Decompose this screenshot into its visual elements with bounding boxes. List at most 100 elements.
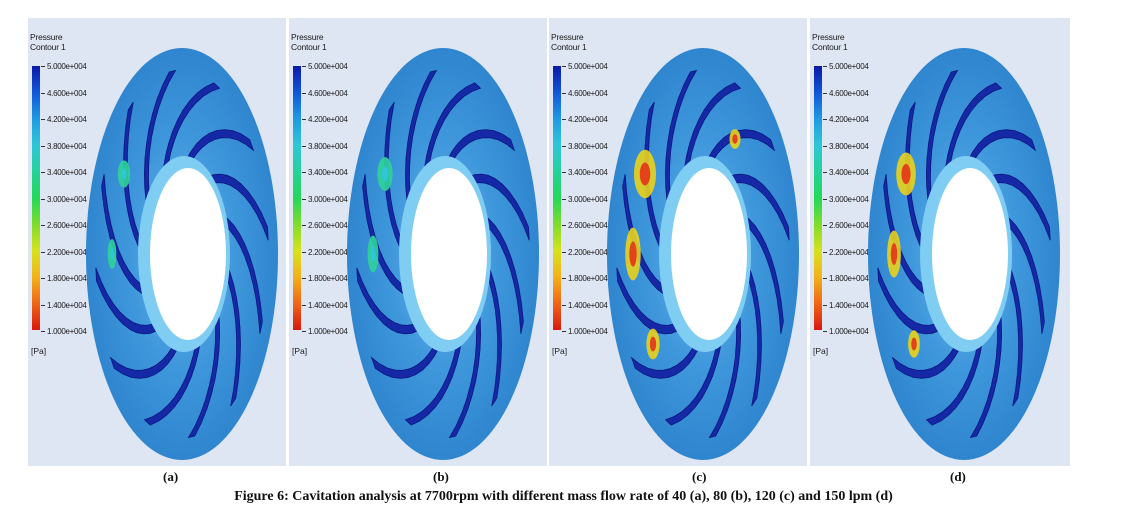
cavitation-spot-core — [732, 134, 738, 144]
legend-title-line2: Contour 1 — [30, 42, 66, 52]
contour-panel-b: Pressure Contour 1 5.000e+004 4.600e+004 4.2… — [289, 18, 547, 466]
impeller-eye — [671, 168, 747, 340]
contour-panel-d: Pressure Contour 1 5.000e+004 4.600e+004 4.2… — [810, 18, 1070, 466]
legend-title-line1: Pressure — [551, 32, 584, 42]
colorbar-tick-label: 2.600e+004 — [562, 221, 608, 230]
colorbar-tick-label: 2.600e+004 — [41, 221, 87, 230]
impeller-blade — [481, 252, 502, 407]
impeller-eye — [411, 168, 487, 340]
cavitation-regions — [625, 129, 741, 360]
impeller-contour — [347, 48, 539, 460]
cavitation-regions — [887, 152, 920, 358]
colorbar-tick-label: 2.600e+004 — [823, 221, 869, 230]
colorbar-tick-label: 2.600e+004 — [302, 221, 348, 230]
colorbar-tick-label: 2.200e+004 — [302, 248, 348, 257]
impeller-blade — [143, 325, 203, 426]
colorbar-unit: [Pa] — [552, 346, 568, 356]
legend-title: Pressure Contour 1 — [812, 32, 848, 52]
impeller-blade — [422, 82, 482, 183]
pressure-colorbar — [293, 66, 301, 330]
colorbar-tick-label: 1.800e+004 — [823, 274, 869, 283]
legend-title: Pressure Contour 1 — [30, 32, 66, 52]
colorbar-tick-label: 5.000e+004 — [302, 62, 348, 71]
colorbar-tick-label: 1.800e+004 — [302, 274, 348, 283]
colorbar-tick-label: 4.200e+004 — [302, 115, 348, 124]
impeller-blade — [109, 336, 183, 379]
pressure-colorbar — [814, 66, 822, 330]
contour-panel-a: Pressure Contour 1 5.000e+004 4.600e+004 4.2… — [28, 18, 286, 466]
cavitation-spot-core — [890, 243, 898, 265]
contour-panel-c: Pressure Contour 1 5.000e+004 4.600e+004 4.2… — [549, 18, 807, 466]
colorbar-tick-label: 5.000e+004 — [823, 62, 869, 71]
colorbar-tick-label: 3.000e+004 — [41, 195, 87, 204]
colorbar-tick-label: 4.200e+004 — [41, 115, 87, 124]
cavitation-spot-core — [901, 163, 911, 185]
colorbar-tick-label: 5.000e+004 — [41, 62, 87, 71]
legend-title: Pressure Contour 1 — [291, 32, 327, 52]
colorbar-tick-label: 4.200e+004 — [562, 115, 608, 124]
impeller-contour — [868, 48, 1060, 460]
legend-title-line1: Pressure — [30, 32, 63, 42]
colorbar-tick-label: 3.800e+004 — [562, 142, 608, 151]
cavitation-spot-core — [911, 337, 917, 351]
colorbar-tick-label: 2.200e+004 — [562, 248, 608, 257]
colorbar-ticks: 5.000e+004 4.600e+004 4.200e+004 3.800e+004… — [562, 62, 608, 336]
colorbar-tick-label: 4.200e+004 — [823, 115, 869, 124]
impeller-eye — [932, 168, 1008, 340]
colorbar-tick-label: 4.600e+004 — [41, 89, 87, 98]
colorbar-ticks: 5.000e+004 4.600e+004 4.200e+004 3.800e+004… — [41, 62, 87, 336]
colorbar-tick-label: 2.200e+004 — [41, 248, 87, 257]
colorbar-tick-label: 2.200e+004 — [823, 248, 869, 257]
colorbar-tick-label: 4.600e+004 — [302, 89, 348, 98]
colorbar-tick-label: 3.000e+004 — [823, 195, 869, 204]
colorbar-unit: [Pa] — [31, 346, 47, 356]
legend-title-line1: Pressure — [291, 32, 324, 42]
colorbar-tick-label: 1.000e+004 — [41, 327, 87, 336]
colorbar-ticks: 5.000e+004 4.600e+004 4.200e+004 3.800e+004… — [823, 62, 869, 336]
colorbar-tick-label: 3.400e+004 — [302, 168, 348, 177]
colorbar-tick-label: 5.000e+004 — [562, 62, 608, 71]
impeller-blade — [741, 252, 762, 407]
impeller-blade — [101, 174, 149, 297]
colorbar-tick-label: 4.600e+004 — [562, 89, 608, 98]
legend-title-line2: Contour 1 — [551, 42, 587, 52]
colorbar-tick-label: 1.800e+004 — [41, 274, 87, 283]
cavitation-spot-core — [110, 248, 114, 260]
cavitation-spot-core — [639, 162, 651, 186]
impeller-blade — [161, 82, 221, 183]
impeller-blade — [442, 129, 516, 172]
cavitation-regions — [107, 160, 131, 269]
colorbar-tick-label: 4.600e+004 — [823, 89, 869, 98]
panel-label-a: (a) — [163, 469, 179, 484]
panel-label-b: (b) — [433, 469, 449, 484]
impeller-blade — [963, 129, 1037, 172]
impeller-blade — [682, 82, 742, 183]
colorbar-tick-label: 3.000e+004 — [562, 195, 608, 204]
colorbar-unit: [Pa] — [292, 346, 308, 356]
figure-caption: Figure 6: Cavitation analysis at 7700rpm… — [234, 489, 893, 504]
legend-title: Pressure Contour 1 — [551, 32, 587, 52]
colorbar-tick-label: 1.000e+004 — [302, 327, 348, 336]
colorbar-tick-label: 1.400e+004 — [41, 301, 87, 310]
cavitation-spot-core — [649, 336, 657, 352]
impeller-blade — [220, 252, 241, 407]
impeller-contour — [86, 48, 278, 460]
cavitation-spot-core — [629, 241, 637, 267]
impeller-blade — [370, 336, 444, 379]
cavitation-spot-core — [121, 168, 127, 180]
legend-title-line1: Pressure — [812, 32, 845, 42]
cavitation-spot-core — [381, 166, 389, 182]
impeller-blade — [925, 325, 985, 426]
colorbar-tick-label: 1.400e+004 — [823, 301, 869, 310]
pressure-colorbar — [32, 66, 40, 330]
impeller-blade — [404, 325, 464, 426]
colorbar-tick-label: 3.400e+004 — [562, 168, 608, 177]
legend-title-line2: Contour 1 — [291, 42, 327, 52]
colorbar-tick-label: 1.000e+004 — [562, 327, 608, 336]
colorbar-tick-label: 3.400e+004 — [823, 168, 869, 177]
impeller-blade — [664, 325, 724, 426]
impeller-blade — [181, 129, 255, 172]
cavitation-spot-core — [370, 246, 376, 262]
colorbar-unit: [Pa] — [813, 346, 829, 356]
colorbar-tick-label: 1.400e+004 — [562, 301, 608, 310]
